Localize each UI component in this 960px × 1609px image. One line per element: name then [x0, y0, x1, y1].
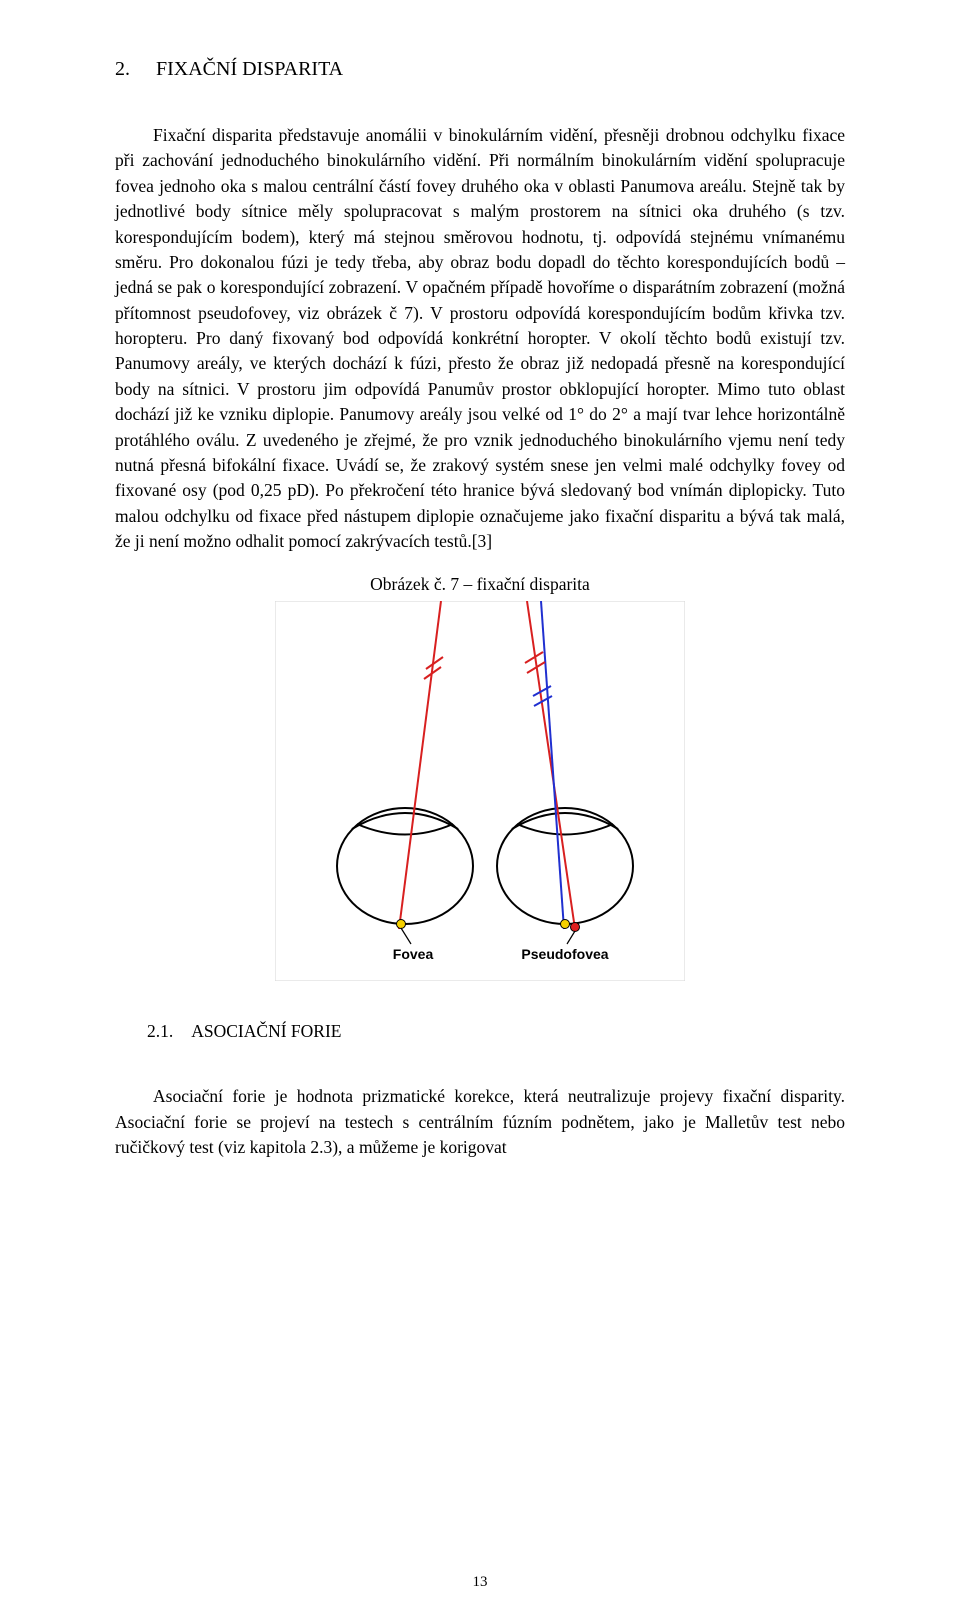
right-pseudofovea-red-dot-icon [571, 923, 580, 932]
subsection-heading: 2.1.ASOCIAČNÍ FORIE [147, 1021, 845, 1042]
right-eye-label: Pseudofovea [521, 946, 608, 962]
left-eye-label: Fovea [393, 946, 434, 962]
section-title: FIXAČNÍ DISPARITA [156, 58, 343, 80]
paragraph-text: Asociační forie je hodnota prizmatické k… [115, 1086, 845, 1157]
right-fovea-yellow-dot-icon [561, 920, 570, 929]
subsection-title: ASOCIAČNÍ FORIE [191, 1021, 341, 1041]
paragraph-text: Fixační disparita představuje anomálii v… [115, 125, 845, 551]
body-paragraph-2: Asociační forie je hodnota prizmatické k… [115, 1084, 845, 1160]
left-fovea-dot-icon [397, 920, 406, 929]
subsection-number: 2.1. [147, 1021, 191, 1041]
figure-fixation-disparity: Fovea Pseudofovea [275, 601, 685, 981]
document-page: 2.FIXAČNÍ DISPARITA Fixační disparita př… [0, 0, 960, 1609]
body-paragraph-1: Fixační disparita představuje anomálii v… [115, 123, 845, 554]
figure-caption: Obrázek č. 7 – fixační disparita [115, 574, 845, 595]
page-number: 13 [0, 1574, 960, 1591]
section-heading: 2.FIXAČNÍ DISPARITA [115, 58, 845, 81]
section-number: 2. [115, 58, 156, 80]
